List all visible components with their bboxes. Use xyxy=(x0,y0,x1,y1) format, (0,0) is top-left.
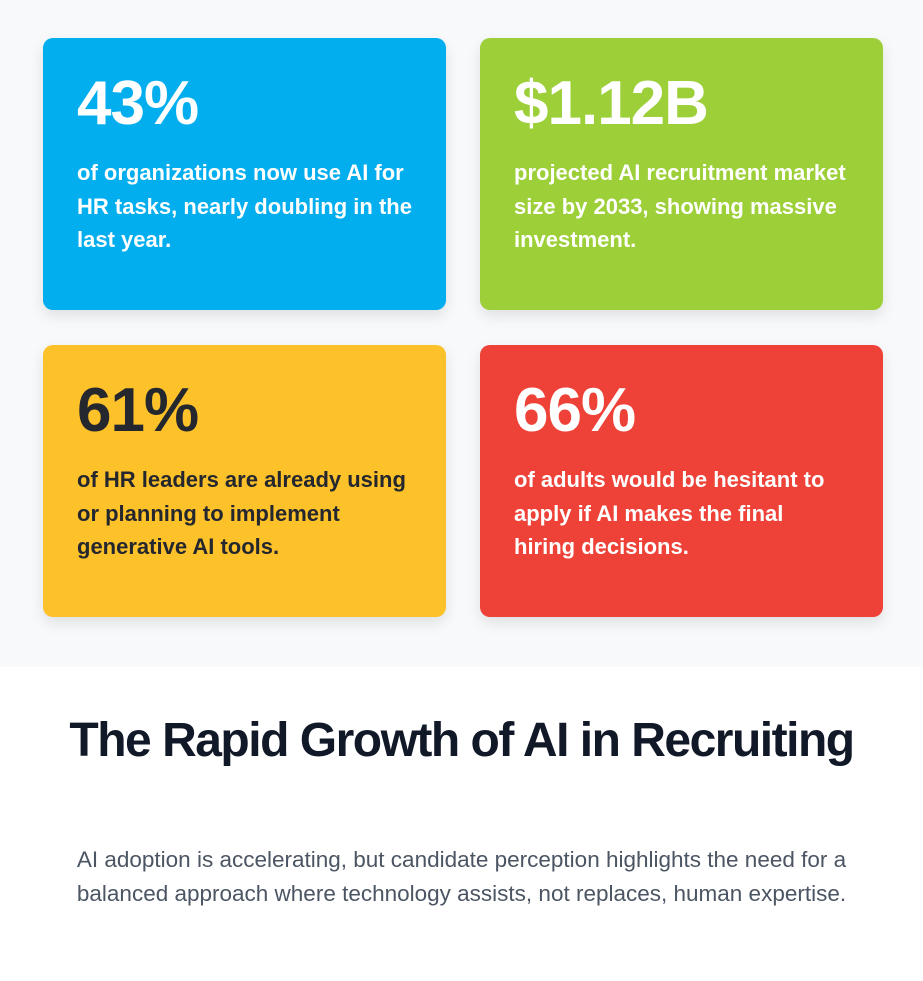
section-subtitle: AI adoption is accelerating, but candida… xyxy=(76,847,847,906)
stat-value: 66% xyxy=(514,376,636,445)
stat-card-hr-leaders: 61% of HR leaders are already using or p… xyxy=(43,345,446,617)
stat-description: of HR leaders are already using or plann… xyxy=(77,467,406,559)
stat-description: of organizations now use AI for HR tasks… xyxy=(77,160,412,252)
stat-card-candidate-hesitancy: 66% of adults would be hesitant to apply… xyxy=(480,345,883,617)
stat-value: 43% xyxy=(77,69,199,138)
stat-value: 61% xyxy=(77,376,199,445)
stat-value: $1.12B xyxy=(514,69,709,138)
stat-description: of adults would be hesitant to apply if … xyxy=(514,467,825,559)
stat-description: projected AI recruitment market size by … xyxy=(514,160,846,252)
stat-card-market-size: $1.12B projected AI recruitment market s… xyxy=(480,38,883,310)
section-title: The Rapid Growth of AI in Recruiting xyxy=(69,714,855,767)
stat-card-ai-hr-usage: 43% of organizations now use AI for HR t… xyxy=(43,38,446,310)
stats-section: 43% of organizations now use AI for HR t… xyxy=(43,38,883,617)
